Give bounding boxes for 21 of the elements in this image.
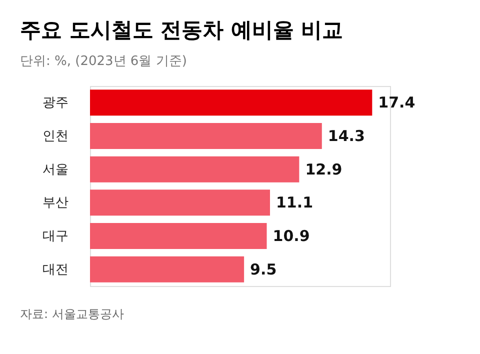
data-label: 17.4 [378,94,416,112]
data-label: 11.1 [276,194,314,212]
bar [90,156,300,182]
data-label: 9.5 [250,260,277,278]
y-tick-label: 광주 [42,96,68,111]
chart-title: 주요 도시철도 전동차 예비율 비교 [20,18,344,42]
bar [90,123,322,149]
y-tick-label: 부산 [42,196,68,211]
y-tick-label: 대전 [42,262,68,278]
data-label: 12.9 [305,160,342,178]
chart-subtitle: 단위: %, (2023년 6월 기준) [20,54,187,69]
y-tick-label: 대구 [42,229,68,244]
y-tick-label: 인천 [42,129,68,144]
data-label: 14.3 [328,127,365,145]
bar [90,256,244,282]
bar [90,90,372,116]
bar [90,190,270,216]
y-tick-label: 서울 [42,162,68,178]
text: 자료: 서울교통공사 [20,307,124,321]
data-label: 10.9 [272,227,310,245]
bar [90,223,267,249]
